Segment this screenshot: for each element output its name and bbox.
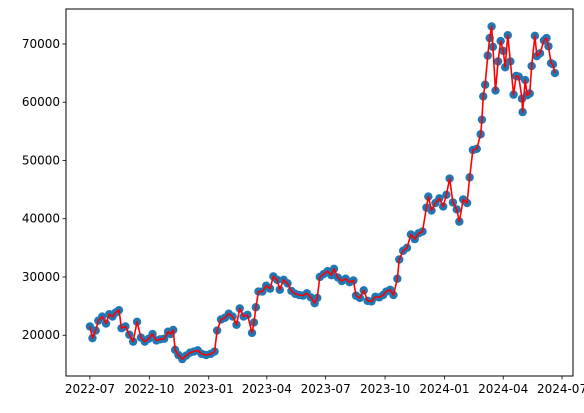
x-tick-label: 2023-04 bbox=[242, 382, 292, 396]
plot-frame bbox=[65, 8, 574, 377]
y-tick-label: 20000 bbox=[22, 328, 60, 342]
y-tick-label: 60000 bbox=[22, 95, 60, 109]
y-tick-label: 50000 bbox=[22, 153, 60, 167]
x-tick-label: 2022-07 bbox=[65, 382, 115, 396]
y-tick-label: 70000 bbox=[22, 37, 60, 51]
x-tick-label: 2022-10 bbox=[124, 382, 174, 396]
x-tick-label: 2023-07 bbox=[301, 382, 351, 396]
x-tick-label: 2023-01 bbox=[184, 382, 234, 396]
x-tick-label: 2024-01 bbox=[419, 382, 469, 396]
line-series bbox=[89, 25, 556, 360]
plot-area bbox=[66, 9, 573, 376]
scatter-point bbox=[85, 322, 95, 331]
x-tick-label: 2024-04 bbox=[478, 382, 528, 396]
axes-layer: 2022-07 2022-10 2023-01 2023-04 2023-07 2023-… bbox=[22, 37, 584, 396]
y-tick-label: 40000 bbox=[22, 212, 60, 226]
x-tick-label: 2024-07 bbox=[537, 382, 584, 396]
x-tick-label: 2023-10 bbox=[360, 382, 410, 396]
series-layer bbox=[85, 22, 560, 364]
y-tick-label: 30000 bbox=[22, 270, 60, 284]
